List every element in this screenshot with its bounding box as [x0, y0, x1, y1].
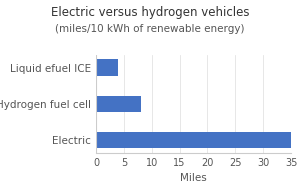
Bar [96, 59, 118, 76]
Bar [96, 132, 291, 148]
Bar [96, 96, 141, 112]
Text: Electric versus hydrogen vehicles: Electric versus hydrogen vehicles [51, 6, 249, 19]
X-axis label: Miles: Miles [180, 173, 207, 183]
Text: (miles/10 kWh of renewable energy): (miles/10 kWh of renewable energy) [55, 24, 245, 34]
